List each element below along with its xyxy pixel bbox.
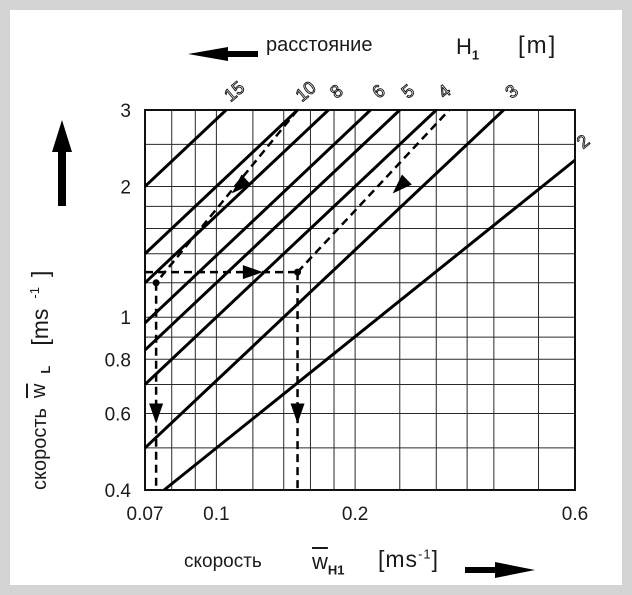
y-axis-symbol-sub: L	[37, 365, 53, 374]
series-line-15	[143, 108, 228, 188]
plot-border	[144, 109, 576, 491]
x-axis-symbol-sub: H1	[327, 562, 345, 578]
direction-arrow	[290, 403, 305, 424]
series-labels: 15 10 8 6 5 4 32	[220, 77, 594, 153]
series-label-10: 10	[292, 77, 320, 105]
series-line-5	[143, 108, 401, 352]
grid	[144, 109, 576, 491]
series-label-15: 15	[220, 77, 248, 105]
x-axis-symbol-letter: w	[312, 549, 328, 574]
y-tick-label: 0.4	[105, 481, 132, 502]
header-arrows	[52, 47, 535, 578]
h1-unit-text: m	[526, 32, 549, 59]
series-line-8	[143, 108, 330, 284]
series-label-5: 5	[398, 81, 419, 103]
direction-arrow	[149, 403, 164, 424]
y-tick-label: 2	[120, 177, 131, 198]
x-axis-title: скорость	[184, 551, 262, 573]
series-line-10	[143, 108, 299, 255]
dashed-path	[155, 109, 299, 284]
x-tick-label: 0.6	[562, 504, 588, 525]
series-line-2	[163, 158, 576, 492]
arrows	[149, 174, 412, 424]
x-tick-label: 0.2	[342, 504, 368, 525]
x-axis-unit-sup: -1	[418, 546, 432, 562]
h1-symbol-letter: H	[456, 34, 472, 59]
y-axis-unit-text: ms	[26, 308, 53, 340]
x-axis-label: скорость	[184, 551, 262, 572]
distance-text: расстояние	[266, 34, 373, 56]
y-tick-label: 0.8	[105, 350, 131, 371]
y-tick-label: 3	[120, 101, 131, 122]
dashed-path	[296, 109, 451, 273]
up-arrow	[52, 120, 72, 206]
series-label-8: 8	[326, 81, 347, 103]
series-label-3: 3	[501, 81, 522, 103]
right-arrow	[465, 562, 535, 578]
h1-unit: [m]	[518, 32, 558, 59]
left-arrow	[188, 47, 258, 61]
y-tick-label: 0.6	[105, 405, 131, 426]
direction-arrow	[231, 174, 252, 194]
path-point	[152, 279, 160, 287]
direction-arrow	[392, 174, 412, 194]
series-lines	[143, 108, 576, 492]
series-line-3	[143, 108, 505, 450]
h1-symbol: H1	[456, 34, 479, 62]
series-line-4	[143, 108, 438, 386]
y-axis-unit: [ms-1]	[26, 270, 53, 346]
x-axis-unit-text: ms	[385, 546, 419, 572]
y-axis-symbol-letter: w	[27, 383, 50, 399]
tick-labels: 0.07 0.1 0.2 0.6 0.4 0.6 0.8 1 2 3	[105, 101, 589, 525]
y-axis-symbol: wL	[28, 356, 53, 398]
x-axis-unit: [ms-1]	[378, 546, 440, 572]
y-axis-title: скорость wL [ms-1]	[20, 70, 60, 490]
distance-label: расстояние	[266, 34, 372, 57]
y-axis-unit-sup: -1	[26, 287, 42, 299]
nomogram-chart: 0.07 0.1 0.2 0.6 0.4 0.6 0.8 1 2 3 15 10 8 6 5 4 3 2	[52, 47, 594, 578]
y-tick-label: 1	[120, 308, 131, 329]
series-line-6	[143, 108, 372, 325]
dashed-paths	[145, 109, 451, 490]
y-axis-label: скорость	[28, 408, 51, 490]
series-label-4: 4	[434, 81, 455, 103]
direction-arrow	[242, 265, 263, 280]
x-axis-symbol: wH1	[312, 549, 345, 577]
h1-symbol-sub: 1	[471, 47, 480, 63]
x-tick-label: 0.07	[127, 504, 164, 525]
series-label-6: 6	[368, 81, 389, 103]
x-tick-label: 0.1	[203, 504, 229, 525]
chart-frame: 0.07 0.1 0.2 0.6 0.4 0.6 0.8 1 2 3 15 10 8 6 5 4 3 2 рас…	[10, 10, 622, 585]
path-point	[294, 268, 302, 276]
